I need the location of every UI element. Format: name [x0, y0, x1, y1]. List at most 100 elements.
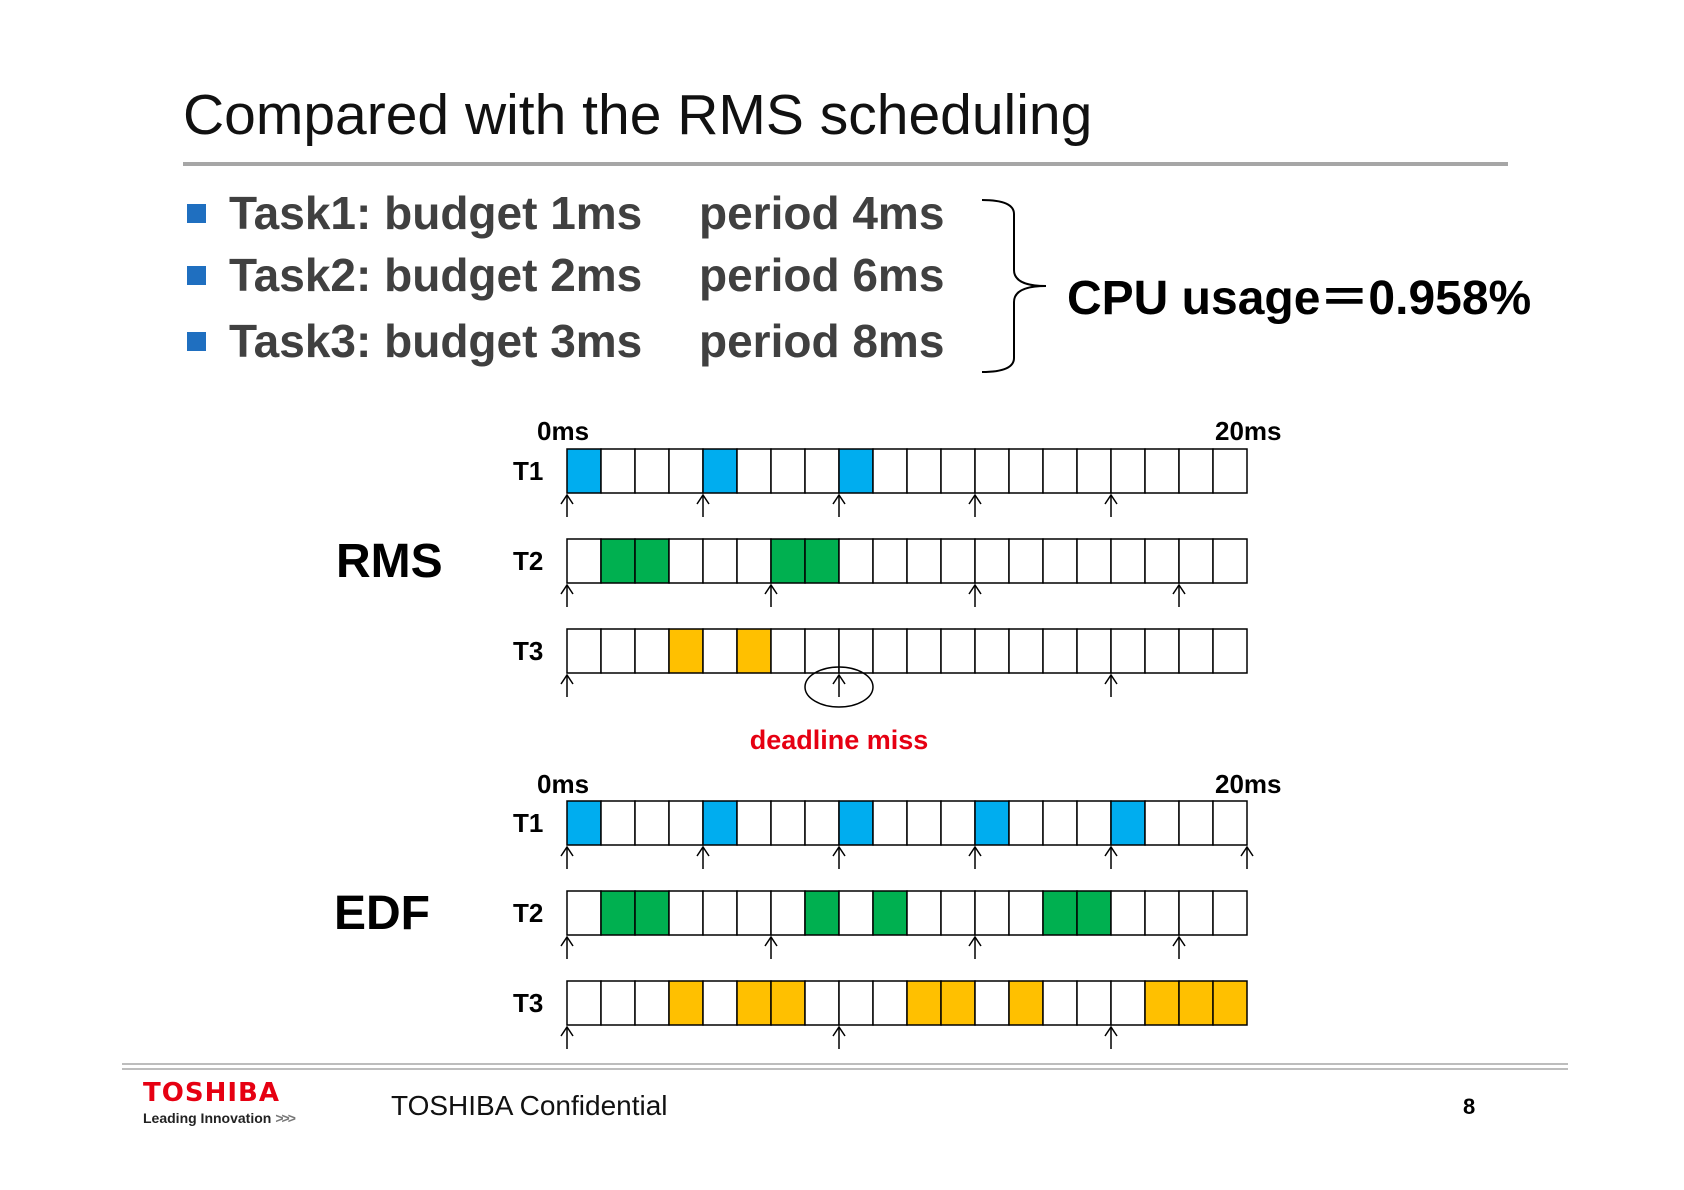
idle-slot — [702, 890, 738, 936]
arrival-arrowhead-icon — [696, 493, 710, 505]
arrival-arrowhead-icon — [1104, 1025, 1118, 1037]
idle-slot — [1042, 448, 1078, 494]
idle-slot — [1212, 538, 1248, 584]
idle-slot — [736, 538, 772, 584]
execution-slot — [770, 980, 806, 1026]
bullet-square-icon — [187, 331, 206, 351]
idle-slot — [702, 628, 738, 674]
idle-slot — [1144, 890, 1180, 936]
idle-slot — [1178, 800, 1214, 846]
arrival-arrowhead-icon — [560, 493, 574, 505]
arrival-arrowhead-icon — [832, 845, 846, 857]
arrival-arrowhead-icon — [968, 845, 982, 857]
execution-slot — [634, 890, 670, 936]
execution-slot — [702, 448, 738, 494]
bullet-square-icon — [187, 203, 206, 223]
execution-slot — [1076, 890, 1112, 936]
task-bullet-3: Task3: budget 3ms period 8ms — [187, 311, 944, 371]
execution-slot — [668, 980, 704, 1026]
idle-slot — [804, 980, 840, 1026]
idle-slot — [838, 890, 874, 936]
arrival-arrowhead-icon — [560, 673, 574, 685]
execution-slot — [1178, 980, 1214, 1026]
execution-slot — [634, 538, 670, 584]
task-period: period 8ms — [699, 315, 945, 367]
idle-slot — [974, 628, 1010, 674]
idle-slot — [872, 448, 908, 494]
idle-slot — [974, 980, 1010, 1026]
idle-slot — [600, 448, 636, 494]
execution-slot — [838, 448, 874, 494]
task-row-label: T1 — [513, 456, 543, 486]
cpu-usage: CPU usage＝0.958% — [1067, 272, 1532, 325]
execution-slot — [872, 890, 908, 936]
idle-slot — [1110, 448, 1146, 494]
deadline-miss-label: deadline miss — [750, 725, 929, 755]
idle-slot — [838, 628, 874, 674]
idle-slot — [804, 628, 840, 674]
execution-slot — [838, 800, 874, 846]
arrival-arrowhead-icon — [832, 1025, 846, 1037]
execution-slot — [600, 890, 636, 936]
arrival-arrowhead-icon — [764, 583, 778, 595]
idle-slot — [1212, 890, 1248, 936]
idle-slot — [940, 800, 976, 846]
idle-slot — [974, 538, 1010, 584]
execution-slot — [906, 980, 942, 1026]
idle-slot — [668, 538, 704, 584]
arrival-arrowhead-icon — [560, 935, 574, 947]
execution-slot — [1008, 980, 1044, 1026]
idle-slot — [566, 980, 602, 1026]
execution-slot — [940, 980, 976, 1026]
idle-slot — [1212, 448, 1248, 494]
arrival-arrowhead-icon — [1172, 583, 1186, 595]
task-row-label: T1 — [513, 808, 543, 838]
idle-slot — [1178, 628, 1214, 674]
idle-slot — [1178, 890, 1214, 936]
idle-slot — [770, 800, 806, 846]
idle-slot — [600, 980, 636, 1026]
execution-slot — [566, 800, 602, 846]
task-row-label: T3 — [513, 988, 543, 1018]
execution-slot — [600, 538, 636, 584]
idle-slot — [974, 448, 1010, 494]
arrival-arrowhead-icon — [560, 583, 574, 595]
task-period: period 6ms — [699, 249, 945, 301]
idle-slot — [804, 448, 840, 494]
task-row-label: T2 — [513, 546, 543, 576]
idle-slot — [736, 890, 772, 936]
idle-slot — [634, 980, 670, 1026]
idle-slot — [1076, 800, 1112, 846]
execution-slot — [770, 538, 806, 584]
idle-slot — [906, 890, 942, 936]
idle-slot — [634, 628, 670, 674]
idle-slot — [838, 538, 874, 584]
idle-slot — [872, 980, 908, 1026]
idle-slot — [600, 800, 636, 846]
idle-slot — [1110, 628, 1146, 674]
execution-slot — [1042, 890, 1078, 936]
execution-slot — [736, 628, 772, 674]
idle-slot — [770, 448, 806, 494]
execution-slot — [736, 980, 772, 1026]
arrival-arrowhead-icon — [968, 935, 982, 947]
idle-slot — [1076, 448, 1112, 494]
arrival-arrowhead-icon — [560, 845, 574, 857]
task-bullet-1: Task1: budget 1ms period 4ms — [187, 183, 944, 243]
idle-slot — [1110, 890, 1146, 936]
deadline-miss-circle-icon — [804, 666, 874, 708]
idle-slot — [1110, 538, 1146, 584]
arrival-arrowhead-icon — [1240, 845, 1254, 857]
execution-slot — [1144, 980, 1180, 1026]
idle-slot — [566, 628, 602, 674]
task-budget: Task2: budget 2ms — [229, 249, 643, 301]
idle-slot — [1212, 628, 1248, 674]
execution-slot — [804, 538, 840, 584]
idle-slot — [1144, 800, 1180, 846]
idle-slot — [1076, 628, 1112, 674]
rms-label: RMS — [336, 535, 443, 588]
arrival-arrowhead-icon — [968, 493, 982, 505]
bullet-square-icon — [187, 265, 206, 285]
idle-slot — [940, 538, 976, 584]
arrival-arrowhead-icon — [832, 493, 846, 505]
